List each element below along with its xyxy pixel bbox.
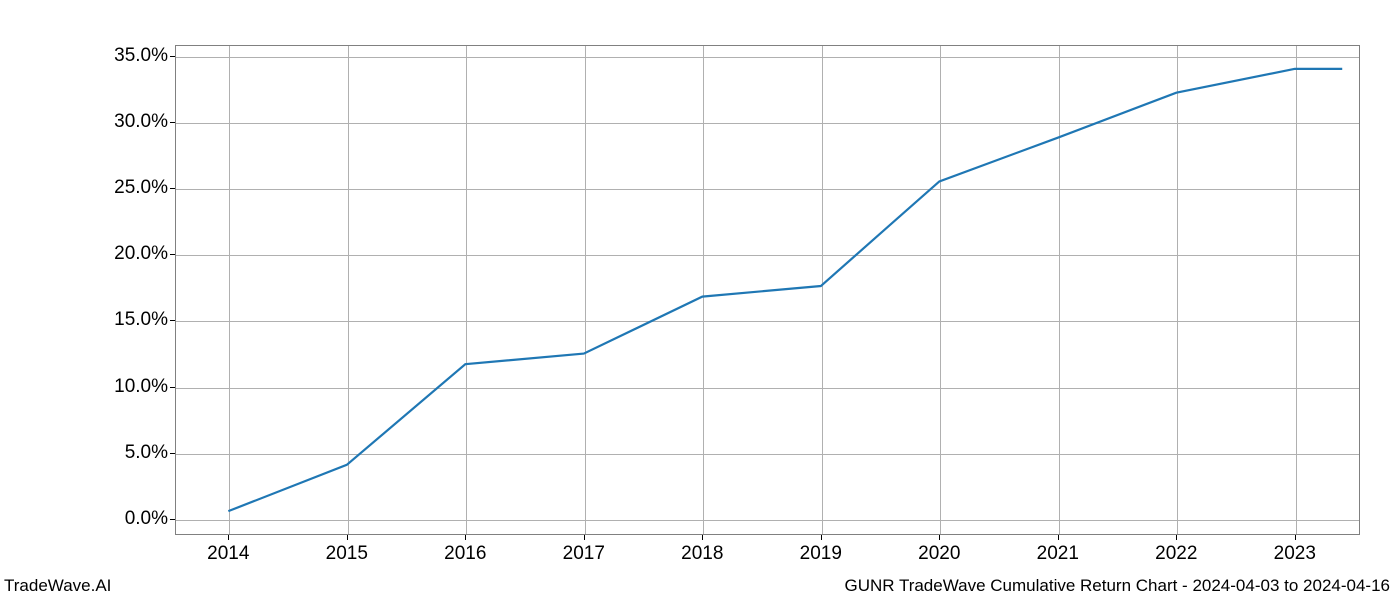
x-axis-tick-mark bbox=[1295, 535, 1296, 540]
x-axis-tick-mark bbox=[939, 535, 940, 540]
x-axis-tick-mark bbox=[465, 535, 466, 540]
y-axis-tick-mark bbox=[170, 188, 175, 189]
y-axis-tick-mark bbox=[170, 519, 175, 520]
x-axis-tick-label: 2015 bbox=[326, 543, 368, 565]
y-axis-tick-mark bbox=[170, 122, 175, 123]
x-axis-tick-mark bbox=[1176, 535, 1177, 540]
y-axis-tick-label: 20.0% bbox=[114, 243, 168, 265]
x-axis-tick-label: 2020 bbox=[918, 543, 960, 565]
x-axis-tick-label: 2022 bbox=[1155, 543, 1197, 565]
x-axis-tick-label: 2017 bbox=[563, 543, 605, 565]
x-axis-tick-label: 2021 bbox=[1037, 543, 1079, 565]
x-axis-tick-mark bbox=[821, 535, 822, 540]
y-axis-tick-label: 15.0% bbox=[114, 309, 168, 331]
x-axis-tick-mark bbox=[1058, 535, 1059, 540]
y-axis-tick-mark bbox=[170, 320, 175, 321]
x-axis-tick-mark bbox=[702, 535, 703, 540]
x-axis-tick-mark bbox=[228, 535, 229, 540]
footer-right-title: GUNR TradeWave Cumulative Return Chart -… bbox=[844, 576, 1390, 596]
y-axis-tick-label: 30.0% bbox=[114, 111, 168, 133]
footer-left-brand: TradeWave.AI bbox=[4, 576, 111, 596]
y-axis-tick-label: 35.0% bbox=[114, 45, 168, 67]
x-axis-tick-mark bbox=[584, 535, 585, 540]
line-chart-svg bbox=[175, 45, 1360, 535]
x-axis-tick-label: 2023 bbox=[1274, 543, 1316, 565]
x-axis-tick-label: 2018 bbox=[681, 543, 723, 565]
y-axis-tick-label: 10.0% bbox=[114, 376, 168, 398]
y-axis-tick-mark bbox=[170, 453, 175, 454]
x-axis-tick-label: 2014 bbox=[207, 543, 249, 565]
x-axis-tick-label: 2016 bbox=[444, 543, 486, 565]
y-axis-tick-label: 25.0% bbox=[114, 177, 168, 199]
y-axis-tick-label: 0.0% bbox=[125, 508, 168, 530]
y-axis-tick-mark bbox=[170, 56, 175, 57]
y-axis-tick-label: 5.0% bbox=[125, 442, 168, 464]
y-axis-tick-mark bbox=[170, 254, 175, 255]
x-axis-tick-mark bbox=[347, 535, 348, 540]
x-axis-tick-label: 2019 bbox=[800, 543, 842, 565]
y-axis-tick-mark bbox=[170, 387, 175, 388]
cumulative-return-line bbox=[228, 69, 1342, 511]
